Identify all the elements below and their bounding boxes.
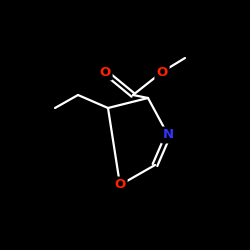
- Text: O: O: [156, 66, 168, 78]
- Text: N: N: [162, 128, 173, 141]
- Text: O: O: [114, 178, 126, 192]
- Text: O: O: [100, 66, 110, 78]
